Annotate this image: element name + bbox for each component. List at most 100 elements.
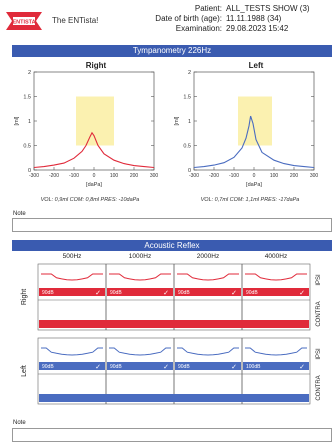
- tympanogram-right: 0 0.5 1 1.5 2 -300 -200 -100 0 100 200 300 [ml] [daPa…: [14, 70, 159, 188]
- x-axis-label: [daPa]: [86, 182, 102, 188]
- y-axis-label: [ml]: [174, 116, 180, 125]
- reflex-trace: [177, 273, 239, 281]
- ipsi-label: IPSI: [316, 348, 322, 360]
- tymp-right-info: VOL: 0,9ml COM: 0,8ml PRES: -10daPa: [40, 197, 140, 203]
- reflex-trace: [245, 273, 307, 281]
- contra-label: CONTRA: [316, 375, 322, 400]
- x-tick-label: -300: [29, 173, 39, 179]
- ipsi-result-bar: [39, 288, 105, 296]
- check-icon: ✓: [95, 364, 101, 371]
- x-tick-label: -100: [69, 173, 79, 179]
- tympanogram-curve: [193, 115, 315, 169]
- tymp-left-title: Left: [248, 61, 264, 70]
- reflex-level: 90dB: [42, 364, 54, 370]
- x-tick-label: -200: [209, 173, 219, 179]
- x-tick-label: -100: [229, 173, 239, 179]
- contra-result-bar: [39, 394, 309, 402]
- ipsi-result-bar: [243, 362, 309, 370]
- tympanometry-title-bar: Tympanometry 226Hz: [12, 45, 332, 57]
- reflex-trace: [177, 347, 239, 356]
- x-tick-label: -300: [189, 173, 199, 179]
- reflex-trace: [41, 347, 103, 356]
- exam-value: 29.08.2023 15:42: [226, 24, 289, 33]
- reflex-level: 90dB: [110, 290, 122, 296]
- patient-label: Patient:: [194, 4, 222, 13]
- ipsi-label: IPSI: [316, 274, 322, 286]
- reflex-level: 90dB: [178, 364, 190, 370]
- x-tick-label: -200: [49, 173, 59, 179]
- patient-info: Patient: ALL_TESTS SHOW (3) Date of birt…: [120, 4, 330, 34]
- y-tick-label: 0: [28, 168, 31, 174]
- y-tick-label: 0.5: [23, 144, 31, 150]
- y-tick-label: 2: [188, 70, 191, 76]
- reflex-trace: [109, 273, 171, 281]
- note2-box[interactable]: [12, 428, 332, 442]
- header: ENTISTA The ENTista! Patient: ALL_TESTS …: [0, 0, 335, 44]
- tymp-left-info: VOL: 0,7ml COM: 1,1ml PRES: -17daPa: [200, 197, 300, 203]
- x-tick-label: 100: [110, 173, 119, 179]
- reflex-level: 90dB: [42, 290, 54, 296]
- tymp-right-title: Right: [85, 61, 107, 70]
- ipsi-result-bar: [107, 362, 173, 370]
- y-axis-label: [ml]: [14, 116, 20, 125]
- contra-label: CONTRA: [316, 301, 322, 326]
- contra-result-bar: [39, 320, 309, 328]
- ipsi-result-bar: [175, 362, 241, 370]
- x-tick-label: 300: [150, 173, 159, 179]
- note-label: Note: [13, 211, 26, 217]
- tympanogram-left: 0 0.5 1 1.5 2 -300 -200 -100 0 100 200 300 [ml] [daPa…: [174, 70, 319, 188]
- y-tick-label: 1: [188, 119, 191, 125]
- entista-logo: ENTISTA: [6, 10, 42, 32]
- check-icon: ✓: [231, 364, 237, 371]
- y-tick-label: 0: [188, 168, 191, 174]
- x-tick-label: 200: [290, 173, 299, 179]
- check-icon: ✓: [231, 290, 237, 297]
- app-name: The ENTista!: [52, 16, 99, 25]
- y-tick-label: 1: [28, 119, 31, 125]
- reflex-frequency-header: 500Hz 1000Hz 2000Hz 4000Hz: [38, 253, 310, 263]
- reflex-level: 100dB: [246, 364, 261, 370]
- check-icon: ✓: [163, 290, 169, 297]
- svg-text:ENTISTA: ENTISTA: [12, 20, 35, 26]
- ear-label-left: Left: [21, 365, 28, 377]
- ear-label-right: Right: [21, 289, 28, 305]
- x-tick-label: 200: [130, 173, 139, 179]
- reflex-trace: [41, 273, 103, 281]
- x-tick-label: 300: [310, 173, 319, 179]
- ipsi-result-bar: [107, 288, 173, 296]
- acoustic-reflex-grid: Right IPSI CONTRA 90dB ✓ 90dB ✓ 90dB ✓ 90dB ✓ Left I…: [21, 263, 322, 405]
- check-icon: ✓: [163, 364, 169, 371]
- reflex-level: 90dB: [178, 290, 190, 296]
- dob-value: 11.11.1988 (34): [226, 14, 282, 23]
- freq-label: 1000Hz: [128, 253, 152, 260]
- note2-label: Note: [13, 420, 26, 426]
- freq-label: 4000Hz: [264, 253, 288, 260]
- check-icon: ✓: [95, 290, 101, 297]
- reflex-trace: [109, 347, 171, 356]
- normal-range-area: [238, 96, 272, 146]
- acoustic-reflex-title-bar: Acoustic Reflex: [12, 240, 332, 251]
- x-tick-label: 0: [93, 173, 96, 179]
- freq-label: 2000Hz: [196, 253, 220, 260]
- patient-value: ALL_TESTS SHOW (3): [226, 4, 310, 13]
- y-tick-label: 1.5: [183, 95, 191, 101]
- dob-label: Date of birth (age):: [155, 14, 222, 23]
- x-axis-label: [daPa]: [246, 182, 262, 188]
- exam-label: Examination:: [175, 24, 222, 33]
- note-box[interactable]: [12, 218, 332, 232]
- reflex-level: 90dB: [246, 290, 258, 296]
- check-icon: ✓: [299, 364, 305, 371]
- y-tick-label: 2: [28, 70, 31, 76]
- ipsi-result-bar: [175, 288, 241, 296]
- tympanogram-curve: [33, 131, 155, 169]
- reflex-trace: [245, 347, 307, 356]
- freq-label: 500Hz: [62, 253, 82, 260]
- x-tick-label: 100: [270, 173, 279, 179]
- check-icon: ✓: [299, 290, 305, 297]
- x-tick-label: 0: [253, 173, 256, 179]
- reflex-level: 90dB: [110, 364, 122, 370]
- y-tick-label: 1.5: [23, 95, 31, 101]
- ipsi-result-bar: [39, 362, 105, 370]
- ipsi-result-bar: [243, 288, 309, 296]
- y-tick-label: 0.5: [183, 144, 191, 150]
